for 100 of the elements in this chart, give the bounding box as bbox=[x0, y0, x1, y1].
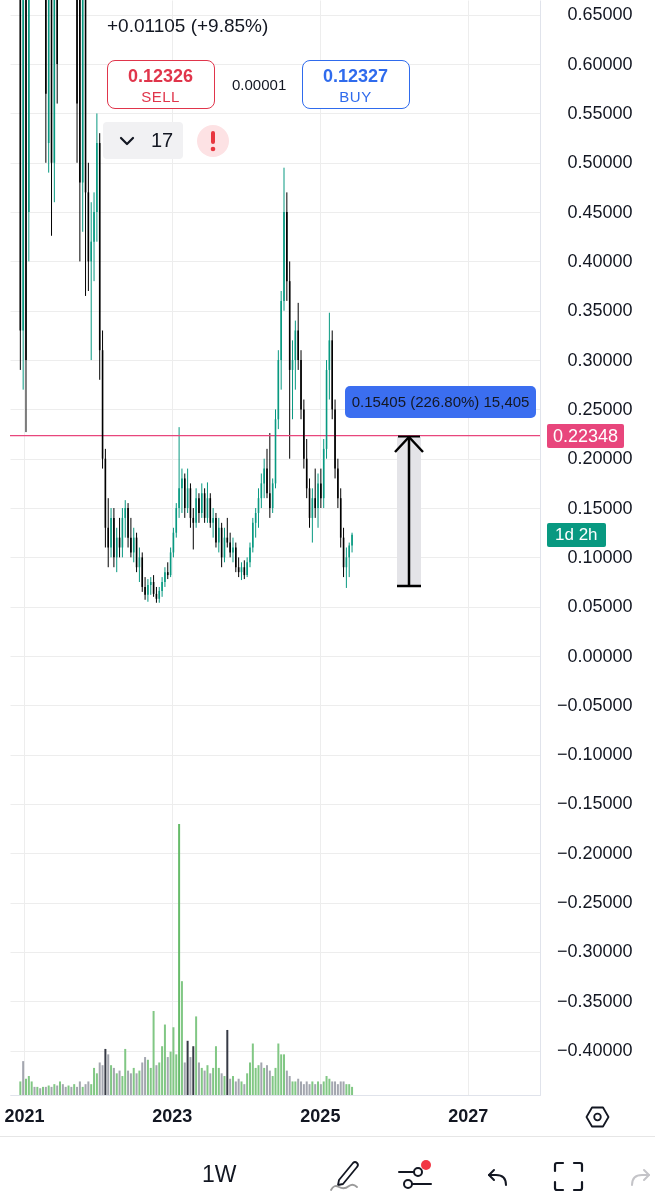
y-tick-label: −0.05000 bbox=[556, 694, 633, 715]
bar bbox=[27, 1076, 30, 1095]
y-tick-label: 0.35000 bbox=[567, 300, 633, 321]
y-tick-label: 0.60000 bbox=[567, 53, 633, 74]
measure-tag: 0.15405 (226.80%) 15,405 bbox=[344, 385, 537, 418]
bar bbox=[93, 1067, 96, 1095]
y-tick-label: 0.25000 bbox=[567, 398, 633, 419]
candlestick bbox=[198, 492, 200, 524]
bar bbox=[214, 1046, 217, 1095]
x-tick-label: 2025 bbox=[300, 1105, 341, 1126]
candlestick bbox=[212, 507, 214, 539]
bar bbox=[285, 1070, 288, 1095]
y-tick-label: −0.10000 bbox=[556, 744, 633, 765]
bar bbox=[325, 1076, 328, 1095]
candlestick bbox=[269, 432, 271, 519]
bar bbox=[152, 1010, 155, 1095]
bar bbox=[104, 1048, 107, 1095]
bar bbox=[209, 1073, 212, 1095]
bar bbox=[180, 981, 183, 1095]
candlestick bbox=[235, 542, 237, 573]
candlestick bbox=[183, 473, 186, 519]
candlestick bbox=[218, 517, 220, 553]
y-tick-label: −0.30000 bbox=[556, 941, 633, 962]
annotation: +0.01105 (+9.85%) bbox=[107, 15, 269, 37]
candlestick bbox=[113, 507, 115, 568]
bar bbox=[101, 1065, 104, 1095]
candlestick bbox=[110, 507, 112, 558]
y-tick-label: 0.05000 bbox=[567, 596, 633, 617]
bar bbox=[19, 1081, 22, 1095]
candlestick bbox=[215, 512, 217, 548]
annotation: 0.12327 bbox=[321, 66, 390, 87]
candlestick bbox=[45, 0, 47, 164]
countdown-tag: 1d 2h bbox=[547, 522, 606, 547]
bar bbox=[336, 1084, 339, 1095]
candlestick bbox=[232, 537, 234, 563]
candlestick bbox=[317, 473, 319, 529]
bar bbox=[251, 1043, 254, 1095]
bar bbox=[124, 1048, 127, 1095]
candlestick bbox=[56, 0, 58, 105]
bar bbox=[302, 1084, 305, 1095]
bar bbox=[78, 1081, 81, 1095]
bar bbox=[195, 1016, 198, 1095]
y-tick-label: 0.40000 bbox=[567, 250, 633, 271]
bar bbox=[172, 1027, 175, 1095]
y-tick-label: −0.25000 bbox=[556, 892, 633, 913]
x-tick-label: 2023 bbox=[152, 1105, 193, 1126]
buy-button: 0.12327 BUY bbox=[302, 60, 410, 109]
candlestick bbox=[195, 487, 197, 529]
bar bbox=[197, 1062, 200, 1095]
annotation: SELL bbox=[140, 88, 181, 105]
y-tick-label: 0.65000 bbox=[567, 4, 633, 25]
bar bbox=[25, 1078, 27, 1095]
annotation: 0.15405 (226.80%) 15,405 bbox=[351, 391, 530, 412]
y-tick-label: 0.15000 bbox=[567, 497, 633, 518]
y-tick-label: 0.50000 bbox=[567, 152, 633, 173]
y-tick-label: 0.45000 bbox=[567, 201, 633, 222]
annotation: 17 bbox=[151, 129, 174, 151]
bar bbox=[334, 1081, 337, 1095]
y-tick-label: 0.10000 bbox=[567, 546, 633, 567]
bar bbox=[206, 1065, 209, 1095]
y-tick-label: −0.40000 bbox=[556, 1040, 633, 1061]
y-tick-label: 0.00000 bbox=[567, 645, 633, 666]
bar bbox=[129, 1073, 132, 1095]
text: 1W bbox=[202, 1161, 237, 1187]
bar bbox=[192, 1046, 195, 1095]
price-tag: 0.22348 bbox=[547, 423, 625, 448]
candlestick bbox=[200, 482, 203, 519]
bar bbox=[283, 1054, 286, 1095]
bar bbox=[98, 1062, 101, 1095]
bar bbox=[305, 1081, 308, 1095]
y-tick-label: 0.30000 bbox=[567, 349, 633, 370]
x-tick-label: 2021 bbox=[4, 1105, 45, 1126]
bar bbox=[348, 1084, 351, 1095]
y-tick-label: −0.20000 bbox=[556, 842, 633, 863]
bar bbox=[107, 1054, 110, 1095]
annotation: BUY bbox=[338, 88, 373, 105]
y-tick-label: −0.15000 bbox=[556, 793, 633, 814]
annotation: 0.00001 bbox=[232, 76, 287, 94]
bar bbox=[163, 1024, 166, 1095]
bar bbox=[183, 1062, 186, 1095]
bar bbox=[300, 1081, 303, 1095]
bar bbox=[291, 1081, 294, 1095]
bar bbox=[339, 1081, 342, 1095]
bar bbox=[22, 1061, 25, 1095]
candlestick bbox=[115, 527, 118, 573]
bar bbox=[351, 1086, 354, 1095]
bar bbox=[132, 1067, 135, 1095]
x-tick-label: 2027 bbox=[448, 1105, 489, 1126]
bar bbox=[166, 1057, 169, 1095]
bar bbox=[127, 1070, 130, 1095]
sell-button: 0.12326 SELL bbox=[107, 60, 215, 109]
annotation: 0.12326 bbox=[126, 66, 195, 87]
candlestick bbox=[147, 578, 149, 603]
bar bbox=[178, 824, 181, 1095]
candlestick bbox=[320, 468, 322, 509]
candlestick bbox=[79, 0, 81, 262]
bar bbox=[277, 1043, 280, 1095]
ref-line-label: 0.22348 bbox=[553, 424, 619, 448]
dropdown-button: 17 bbox=[103, 122, 183, 159]
y-tick-label: 0.20000 bbox=[567, 448, 633, 469]
